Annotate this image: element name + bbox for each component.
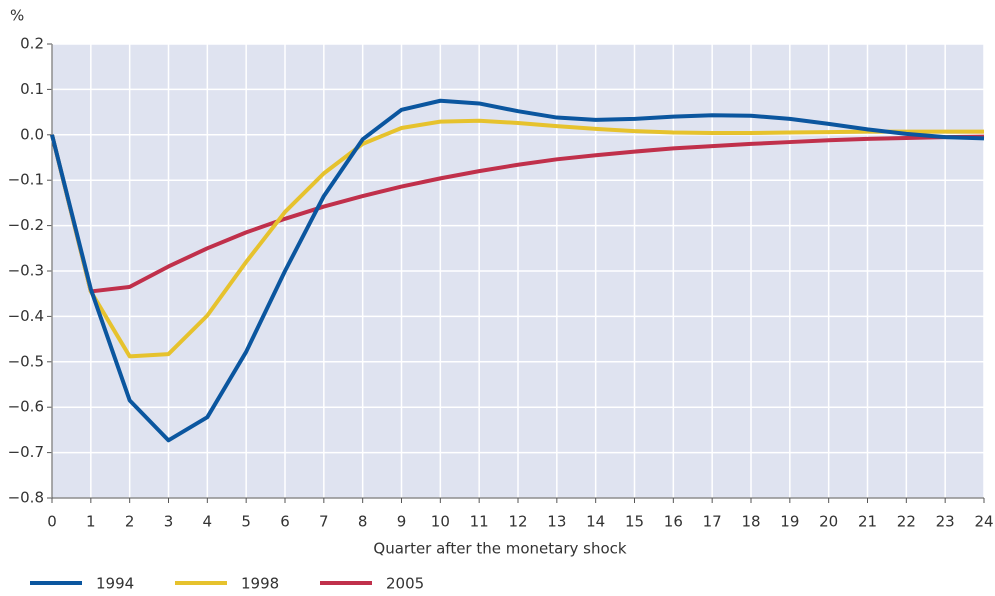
x-tick-label: 15: [625, 513, 644, 531]
x-tick-label: 13: [547, 513, 566, 531]
x-tick-label: 2: [125, 513, 135, 531]
x-tick-label: 9: [397, 513, 407, 531]
legend-label: 1994: [96, 575, 134, 593]
y-axis-label: %: [10, 7, 24, 25]
x-tick-label: 22: [897, 513, 916, 531]
data-line: [50, 118, 984, 359]
legend-label: 1998: [241, 575, 279, 593]
x-tick-label: 21: [858, 513, 877, 531]
x-tick-label: 0: [47, 513, 57, 531]
x-tick-label: 18: [741, 513, 760, 531]
x-tick-label: 19: [780, 513, 799, 531]
y-tick-label: 0.0: [20, 125, 44, 143]
x-tick-label: 4: [203, 513, 213, 531]
y-tick-label: 0.2: [20, 35, 44, 53]
y-tick-label: −0.7: [8, 443, 44, 461]
x-tick-label: 24: [974, 513, 993, 531]
y-tick-label: −0.1: [8, 171, 44, 189]
x-tick-label: 14: [586, 513, 605, 531]
y-tick-label: −0.3: [8, 262, 44, 280]
x-tick-label: 1: [86, 513, 96, 531]
x-tick-label: 20: [819, 513, 838, 531]
x-tick-label: 7: [319, 513, 329, 531]
y-tick-label: −0.4: [8, 307, 44, 325]
x-tick-label: 3: [164, 513, 174, 531]
x-tick-label: 12: [508, 513, 527, 531]
y-tick-label: −0.6: [8, 398, 44, 416]
x-tick-label: 17: [703, 513, 722, 531]
data-line: [50, 134, 985, 294]
y-tick-label: −0.5: [8, 352, 44, 370]
y-tick-label: −0.8: [8, 489, 44, 507]
x-tick-label: 8: [358, 513, 368, 531]
y-tick-label: −0.2: [8, 216, 44, 234]
x-tick-label: 23: [936, 513, 955, 531]
x-tick-label: 6: [280, 513, 290, 531]
data-line: [50, 98, 985, 443]
x-axis-label: Quarter after the monetary shock: [373, 540, 627, 558]
x-tick-label: 11: [470, 513, 489, 531]
x-tick-label: 10: [431, 513, 450, 531]
x-tick-label: 5: [241, 513, 251, 531]
x-tick-label: 16: [664, 513, 683, 531]
legend-label: 2005: [386, 575, 424, 593]
y-tick-label: 0.1: [20, 80, 44, 98]
